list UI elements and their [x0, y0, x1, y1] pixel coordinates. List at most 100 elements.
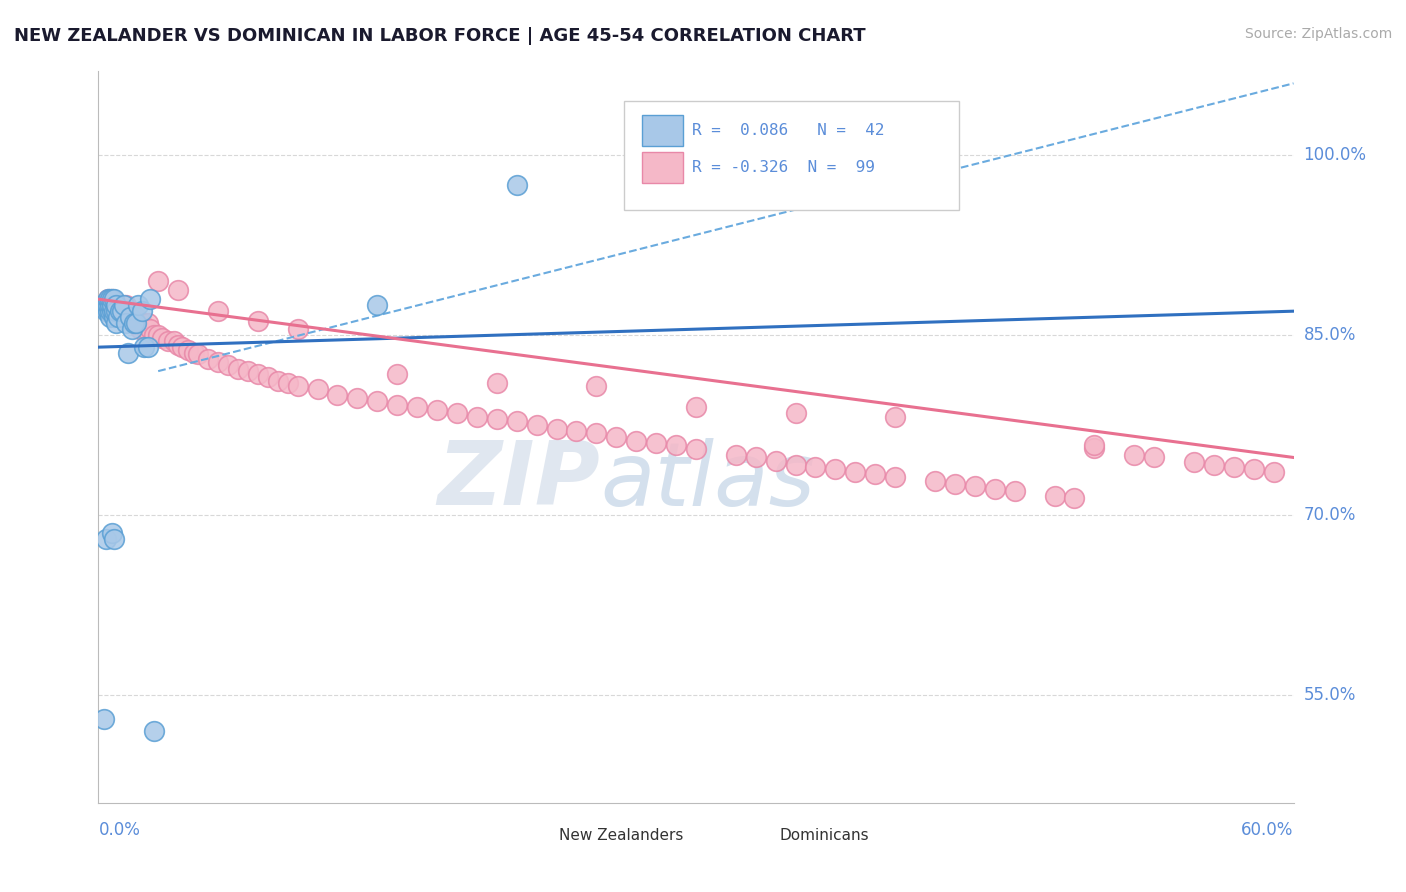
Point [101, 292, 124, 306]
Point [844, 465, 866, 479]
Point [506, 178, 529, 193]
Point [105, 298, 128, 312]
Point [115, 298, 138, 312]
Point [125, 316, 148, 330]
FancyBboxPatch shape [509, 822, 548, 852]
Text: R = -0.326  N =  99: R = -0.326 N = 99 [692, 160, 876, 175]
Point [105, 304, 128, 318]
Point [824, 462, 846, 476]
Point [1043, 489, 1066, 503]
Text: 60.0%: 60.0% [1241, 821, 1294, 838]
Text: ZIP: ZIP [437, 437, 600, 524]
Point [103, 532, 125, 546]
FancyBboxPatch shape [643, 115, 683, 146]
Point [129, 322, 152, 336]
Point [765, 454, 787, 468]
Point [346, 391, 368, 405]
Point [287, 322, 309, 336]
Point [98, 310, 122, 325]
Point [1243, 462, 1265, 476]
Point [107, 310, 129, 325]
Point [110, 304, 132, 318]
Point [226, 361, 249, 376]
Point [943, 476, 966, 491]
Point [385, 367, 409, 381]
Point [110, 304, 132, 318]
FancyBboxPatch shape [643, 152, 683, 183]
Point [103, 292, 125, 306]
Point [101, 526, 124, 541]
Point [111, 304, 134, 318]
Point [745, 450, 768, 465]
Point [98, 298, 122, 312]
Point [131, 316, 153, 330]
Point [134, 340, 156, 354]
Point [97, 298, 120, 312]
Point [465, 409, 488, 424]
Point [96, 298, 118, 312]
Point [103, 304, 125, 318]
Point [1223, 460, 1246, 475]
Point [125, 310, 148, 325]
Point [93, 712, 115, 726]
Point [385, 398, 409, 412]
Point [167, 283, 190, 297]
Point [139, 292, 162, 306]
Point [97, 292, 120, 306]
Point [884, 469, 907, 483]
Point [426, 402, 449, 417]
Point [246, 367, 269, 381]
Point [366, 298, 388, 312]
Point [884, 409, 907, 424]
Point [120, 304, 142, 318]
Point [546, 422, 568, 436]
Point [148, 328, 170, 343]
Point [287, 378, 309, 392]
Point [984, 482, 1007, 496]
Point [1083, 441, 1105, 455]
Point [121, 322, 143, 336]
Point [804, 460, 827, 475]
Point [267, 374, 290, 388]
Point [207, 304, 229, 318]
Point [117, 346, 139, 360]
Point [485, 412, 508, 426]
Point [485, 376, 508, 391]
Point [115, 316, 138, 330]
Point [277, 376, 299, 391]
Point [1083, 438, 1105, 452]
Point [446, 406, 468, 420]
Point [1123, 448, 1146, 462]
Point [121, 310, 143, 325]
Point [97, 304, 120, 318]
Point [157, 334, 180, 348]
Point [103, 310, 125, 325]
Point [163, 334, 186, 348]
Point [526, 418, 548, 433]
Text: Source: ZipAtlas.com: Source: ZipAtlas.com [1244, 27, 1392, 41]
Point [131, 304, 153, 318]
Point [101, 304, 124, 318]
Point [111, 310, 134, 325]
Point [124, 316, 146, 330]
Point [139, 322, 162, 336]
Point [1004, 483, 1026, 498]
Point [685, 442, 707, 456]
Point [585, 378, 607, 392]
Point [645, 436, 668, 450]
Text: NEW ZEALANDER VS DOMINICAN IN LABOR FORCE | AGE 45-54 CORRELATION CHART: NEW ZEALANDER VS DOMINICAN IN LABOR FORC… [14, 27, 866, 45]
Point [183, 346, 205, 360]
Point [724, 448, 747, 462]
Text: atlas: atlas [600, 438, 815, 524]
Point [172, 340, 194, 354]
Point [112, 298, 135, 312]
Text: 100.0%: 100.0% [1303, 146, 1367, 164]
Point [1063, 491, 1085, 506]
Point [143, 328, 166, 343]
Point [1143, 450, 1166, 465]
Point [167, 337, 190, 351]
Text: R =  0.086   N =  42: R = 0.086 N = 42 [692, 123, 884, 138]
Point [685, 400, 707, 414]
Point [112, 304, 135, 318]
Point [924, 475, 946, 489]
